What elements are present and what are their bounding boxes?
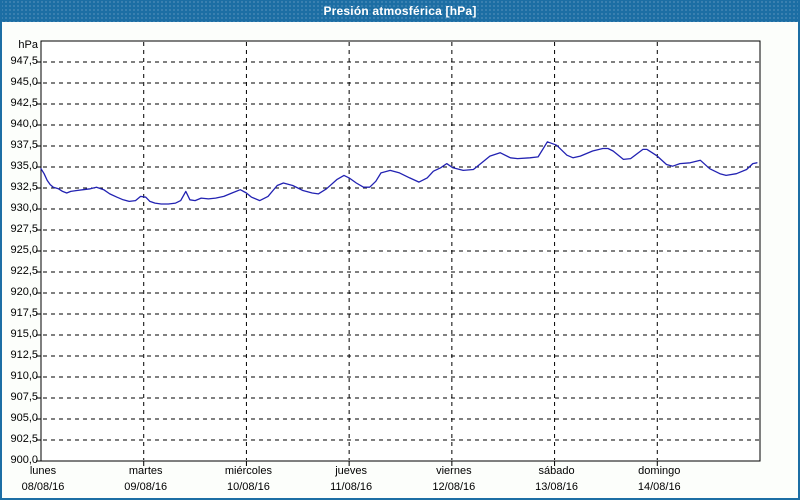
y-tick-label: 932,5 (10, 181, 38, 193)
y-tick-label: 927,5 (10, 223, 38, 235)
x-day-name-label: martes (128, 465, 163, 477)
y-tick-label: 920,0 (10, 286, 38, 298)
y-tick-label: 925,0 (10, 244, 38, 256)
y-tick-label: 935,0 (10, 160, 38, 172)
y-tick-label: 912,5 (10, 349, 38, 361)
x-day-date-label: 12/08/16 (432, 481, 476, 493)
y-tick-label: 922,5 (10, 265, 38, 277)
y-tick-label: 942,5 (10, 97, 38, 109)
y-tick-label: 937,5 (10, 139, 38, 151)
x-day-name-label: lunes (29, 465, 57, 477)
y-tick-label: 930,0 (10, 202, 38, 214)
plot-frame (40, 40, 761, 462)
x-day-date-label: 08/08/16 (21, 481, 65, 493)
y-tick-label: 907,5 (10, 391, 38, 403)
y-tick-label: 900,0 (10, 454, 38, 466)
y-tick-label: 940,0 (10, 118, 38, 130)
y-tick-label: 902,5 (10, 433, 38, 445)
x-day-date-label: 09/08/16 (124, 481, 168, 493)
window-title: Presión atmosférica [hPa] (323, 4, 477, 18)
x-day-name-label: domingo (638, 465, 681, 477)
y-tick-label: 945,0 (10, 76, 38, 88)
y-tick-label: 917,5 (10, 307, 38, 319)
x-day-date-label: 10/08/16 (227, 481, 270, 493)
x-day-name-label: viernes (436, 465, 472, 477)
y-tick-label: 910,0 (10, 370, 38, 382)
window-titlebar: Presión atmosférica [hPa] (2, 0, 798, 22)
y-tick-label: 947,5 (10, 55, 38, 67)
y-tick-label: 905,0 (10, 412, 38, 424)
x-day-name-label: miércoles (224, 465, 272, 477)
x-day-date-label: 11/08/16 (330, 481, 373, 493)
x-day-name-label: jueves (335, 465, 368, 477)
y-tick-label: 915,0 (10, 328, 38, 340)
x-day-date-label: 13/08/16 (535, 481, 578, 493)
x-day-name-label: sábado (538, 465, 575, 477)
y-axis-unit-label: hPa (18, 39, 38, 51)
pressure-series-line (40, 141, 758, 205)
x-day-date-label: 14/08/16 (637, 481, 681, 493)
